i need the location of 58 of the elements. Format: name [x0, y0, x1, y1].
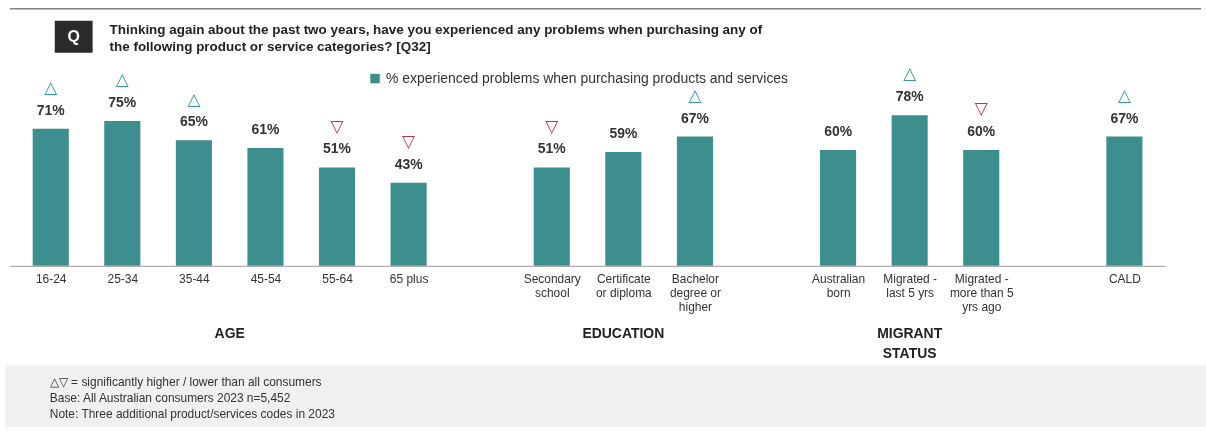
bar — [963, 150, 1000, 266]
annotation: ▽ — [545, 115, 559, 136]
annotation: ▽ — [974, 98, 988, 119]
x-tick-label: Migrated - last 5 yrs — [883, 272, 938, 301]
chart-title: Thinking again about the past two years, have you experienced any problems when purchasing any of the following product or service categories? [Q32] — [109, 21, 763, 54]
x-tick-label: Australian born — [812, 272, 866, 301]
data-label: 71% — [36, 101, 66, 118]
data-label: 43% — [394, 155, 424, 172]
bar — [676, 136, 713, 266]
x-tick-label: Certificate or diploma — [595, 272, 653, 301]
x-tick-label: Secondary school — [523, 272, 581, 301]
x-tick-label: 25-34 — [107, 272, 139, 287]
text: Q — [67, 27, 80, 45]
data-label: 65% — [179, 113, 209, 130]
annotation: △ — [44, 76, 58, 97]
bar — [891, 115, 928, 266]
data-label: 67% — [1110, 109, 1139, 126]
annotation: △ — [688, 84, 702, 105]
x-tick-label: 65 plus — [389, 272, 429, 287]
data-label: 51% — [537, 140, 567, 157]
annotation: △ — [903, 63, 917, 84]
x-tick-label: CALD — [1108, 272, 1142, 287]
text: Note: Three additional product/services codes in 2023 — [49, 407, 336, 422]
text: △▽ = significantly higher / lower than all consumers — [49, 375, 322, 390]
bar — [318, 167, 356, 266]
text: MIGRANT STATUS — [877, 325, 943, 362]
text: EDUCATION — [582, 325, 665, 342]
text: AGE — [214, 325, 245, 342]
data-label: 75% — [108, 94, 137, 111]
x-tick-label: 35-44 — [179, 272, 210, 287]
annotation: ▽ — [330, 115, 344, 136]
annotation: ▽ — [402, 130, 416, 151]
bar — [605, 151, 642, 266]
bar — [820, 150, 857, 266]
data-label: 67% — [680, 109, 710, 126]
bar — [533, 167, 570, 266]
bar — [104, 121, 141, 266]
data-label: 60% — [824, 123, 853, 140]
data-label: 61% — [251, 121, 281, 138]
x-tick-label: 16-24 — [35, 272, 67, 287]
bar — [390, 182, 427, 266]
x-tick-label: Bachelor degree or higher — [669, 272, 721, 315]
annotation: △ — [115, 69, 129, 90]
bar — [1106, 136, 1143, 266]
data-label: 78% — [895, 88, 925, 105]
legend-label: % experienced problems when purchasing products and services — [386, 69, 789, 86]
data-label: 59% — [609, 125, 638, 141]
data-label: 51% — [323, 140, 352, 157]
annotation: △ — [1117, 84, 1131, 105]
text: Base: All Australian consumers 2023 n=5,452 — [49, 391, 291, 406]
annotation: △ — [187, 88, 201, 109]
x-tick-label: 55-64 — [322, 272, 354, 287]
x-tick-label: 45-54 — [250, 272, 282, 287]
bar — [32, 128, 69, 266]
bar — [175, 140, 212, 266]
data-label: 60% — [967, 123, 996, 140]
x-tick-label: Migrated - more than 5 yrs ago — [949, 272, 1014, 315]
bar — [247, 148, 284, 266]
